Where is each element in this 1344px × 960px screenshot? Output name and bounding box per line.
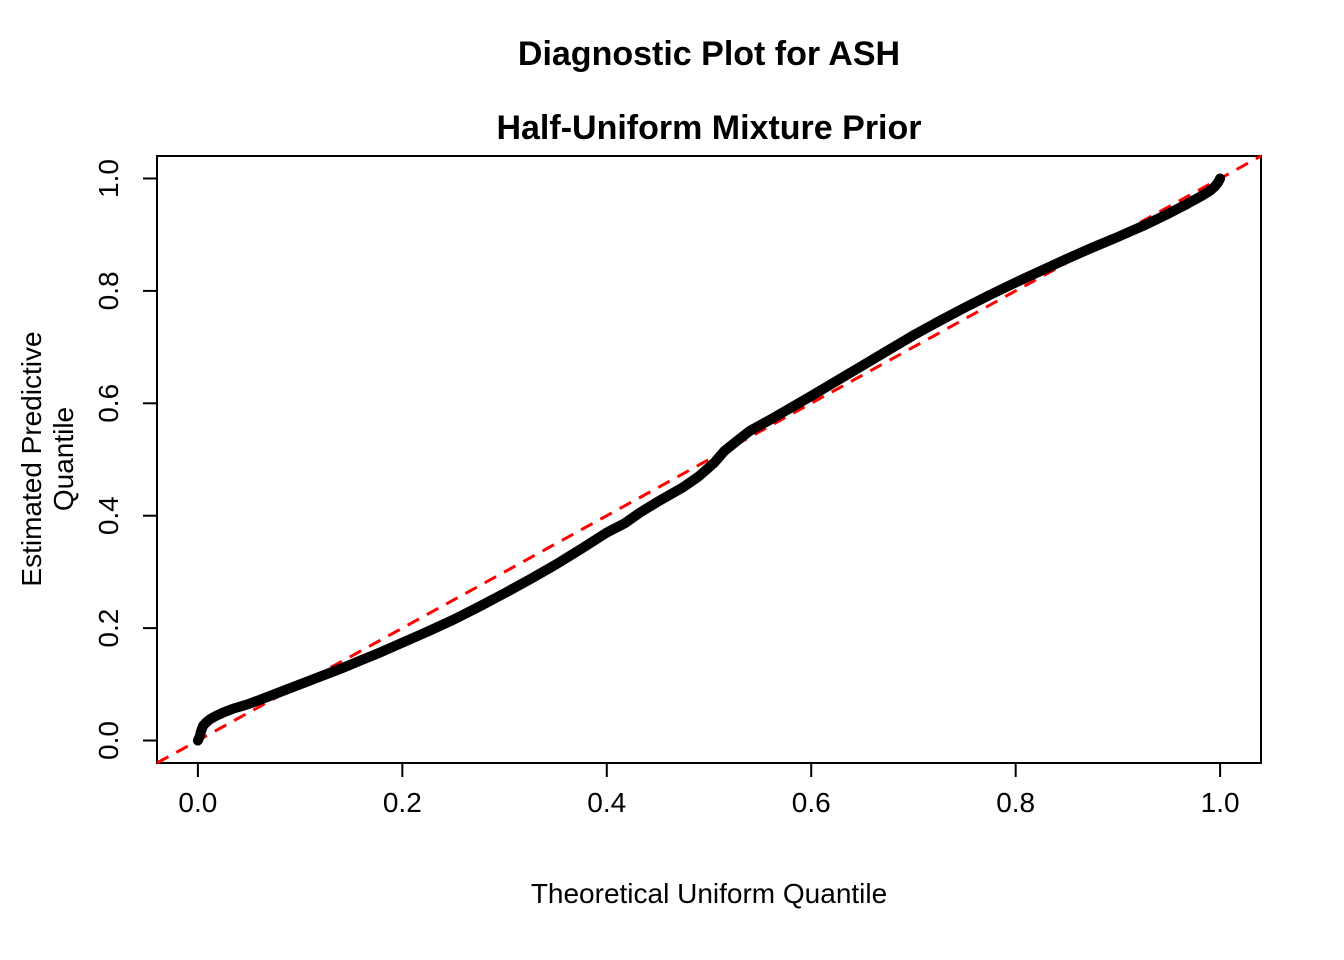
x-tick-label: 0.4 [587, 787, 626, 818]
y-tick-label: 0.0 [93, 721, 124, 760]
x-tick-label: 0.0 [178, 787, 217, 818]
x-tick-label: 0.2 [383, 787, 422, 818]
identity-reference-line [156, 154, 1262, 765]
estimated-predictive-quantile-curve [192, 173, 1226, 746]
x-tick-label: 0.8 [996, 787, 1035, 818]
plot-title-line-2: Half-Uniform Mixture Prior [496, 109, 922, 147]
y-tick-label: 0.4 [93, 496, 124, 535]
plot-title-line-1: Diagnostic Plot for ASH [517, 35, 901, 73]
plot-border [156, 155, 1262, 764]
y-tick-label: 0.6 [93, 384, 124, 423]
y-tick-label: 1.0 [93, 159, 124, 198]
y-axis-title: Estimated Predictive Quantile [16, 331, 79, 587]
y-tick-label: 0.2 [93, 609, 124, 648]
plot-title: Diagnostic Plot for ASH Half-Uniform Mix… [157, 36, 1261, 147]
y-tick-label: 0.8 [93, 271, 124, 310]
x-tick-label: 0.6 [792, 787, 831, 818]
x-axis-title: Theoretical Uniform Quantile [530, 878, 888, 909]
x-tick-label: 1.0 [1201, 787, 1240, 818]
